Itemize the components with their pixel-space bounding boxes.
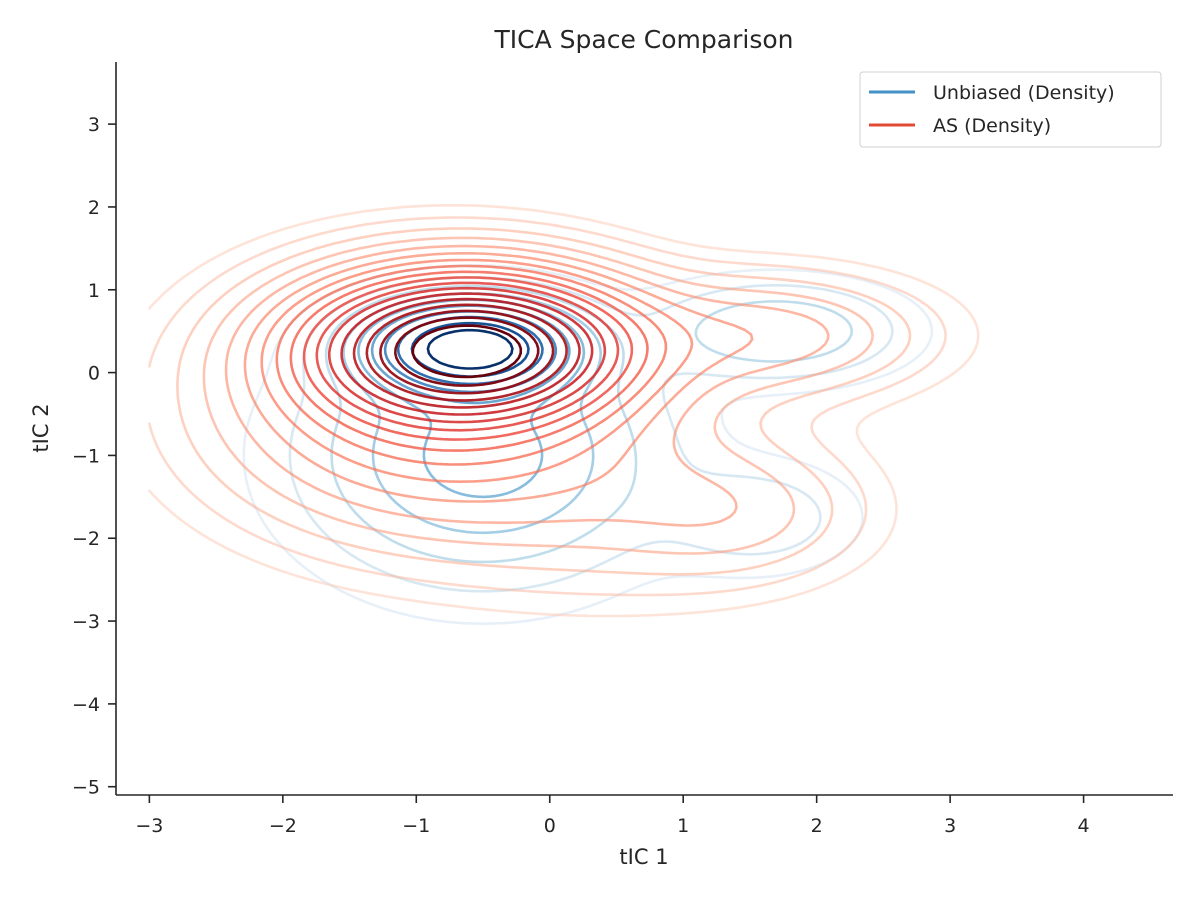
contour-level: [224, 244, 830, 527]
contour-level: [289, 270, 649, 452]
y-axis-label: tIC 2: [29, 403, 53, 452]
contour-level: [202, 236, 874, 555]
contour-level: [327, 286, 607, 424]
x-tick-label: 3: [944, 815, 956, 837]
x-tick-label: −2: [269, 815, 297, 837]
y-tick-label: −1: [72, 445, 100, 467]
contour-level: [260, 258, 694, 483]
y-tick-label: 2: [88, 197, 100, 219]
x-tick-label: 0: [544, 815, 556, 837]
y-tick-label: 1: [88, 280, 100, 302]
contour-level: [302, 276, 634, 441]
x-tick-label: 1: [677, 815, 689, 837]
contour-level: [176, 227, 912, 576]
contour-level: [243, 252, 754, 503]
x-tick-label: 2: [811, 815, 823, 837]
contour-level: [275, 264, 668, 466]
y-tick-label: 0: [88, 363, 100, 385]
x-tick-label: −1: [402, 815, 430, 837]
contour-level: [340, 292, 594, 416]
contour-level: [148, 204, 980, 618]
x-axis-ticks: −3 −2 −1 0 1 2 3 4: [135, 795, 1090, 837]
legend-label-unbiased: Unbiased (Density): [933, 82, 1115, 104]
contour-plot-area: [148, 204, 980, 625]
legend-frame: [859, 71, 1162, 148]
legend-label-as: AS (Density): [933, 115, 1051, 137]
contour-series-as: [148, 204, 980, 618]
contour-level: [352, 297, 581, 409]
contour-level: [411, 324, 523, 379]
contour-level: [148, 216, 947, 597]
contour-level: [394, 316, 540, 387]
x-tick-label: 4: [1078, 815, 1090, 837]
x-axis-label: tIC 1: [619, 845, 668, 869]
chart-title: TICA Space Comparison: [494, 25, 794, 54]
x-tick-label: −3: [135, 815, 163, 837]
y-tick-label: −3: [72, 611, 100, 633]
contour-level: [379, 309, 555, 395]
y-tick-label: 3: [88, 114, 100, 136]
y-tick-label: −5: [72, 777, 100, 799]
y-axis-ticks: −5 −4 −3 −2 −1 0 1 2 3: [72, 114, 116, 799]
contour-level: [365, 303, 568, 402]
y-tick-label: −2: [72, 528, 100, 550]
legend: Unbiased (Density) AS (Density): [859, 71, 1162, 148]
y-tick-label: −4: [72, 694, 100, 716]
contour-level: [315, 281, 620, 432]
contour-level: [426, 328, 514, 370]
